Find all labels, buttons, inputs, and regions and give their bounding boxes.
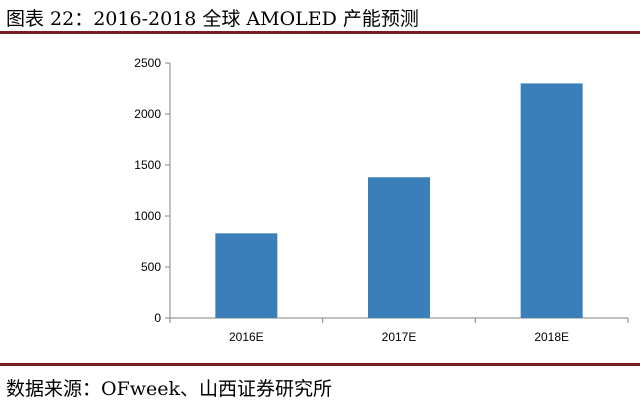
x-tick-label: 2017E [382, 330, 417, 344]
chart-area: 0 500 1000 1500 2000 2500 2016E 2017E 2018E [0, 36, 640, 362]
y-tick-label: 0 [154, 311, 161, 325]
figure-title: 图表 22：2016-2018 全球 AMOLED 产能预测 [6, 8, 419, 30]
y-tick-label: 1500 [134, 158, 161, 172]
bar-2018E [520, 83, 583, 319]
y-tick-label: 2000 [134, 107, 161, 121]
y-tick-label: 500 [141, 260, 161, 274]
y-tick-label: 1000 [134, 209, 161, 223]
figure-header: 图表 22：2016-2018 全球 AMOLED 产能预测 [0, 0, 640, 34]
source-note: 数据来源：OFweek、山西证券研究所 [6, 378, 333, 400]
bar-2017E [368, 177, 430, 318]
y-tick-label: 2500 [134, 56, 161, 70]
bar-chart: 0 500 1000 1500 2000 2500 2016E 2017E 2018E [134, 56, 629, 344]
x-tick-label: 2018E [534, 330, 569, 344]
figure-footer: 数据来源：OFweek、山西证券研究所 [0, 363, 640, 404]
bar-2016E [215, 233, 278, 318]
x-tick-label: 2016E [229, 330, 264, 344]
